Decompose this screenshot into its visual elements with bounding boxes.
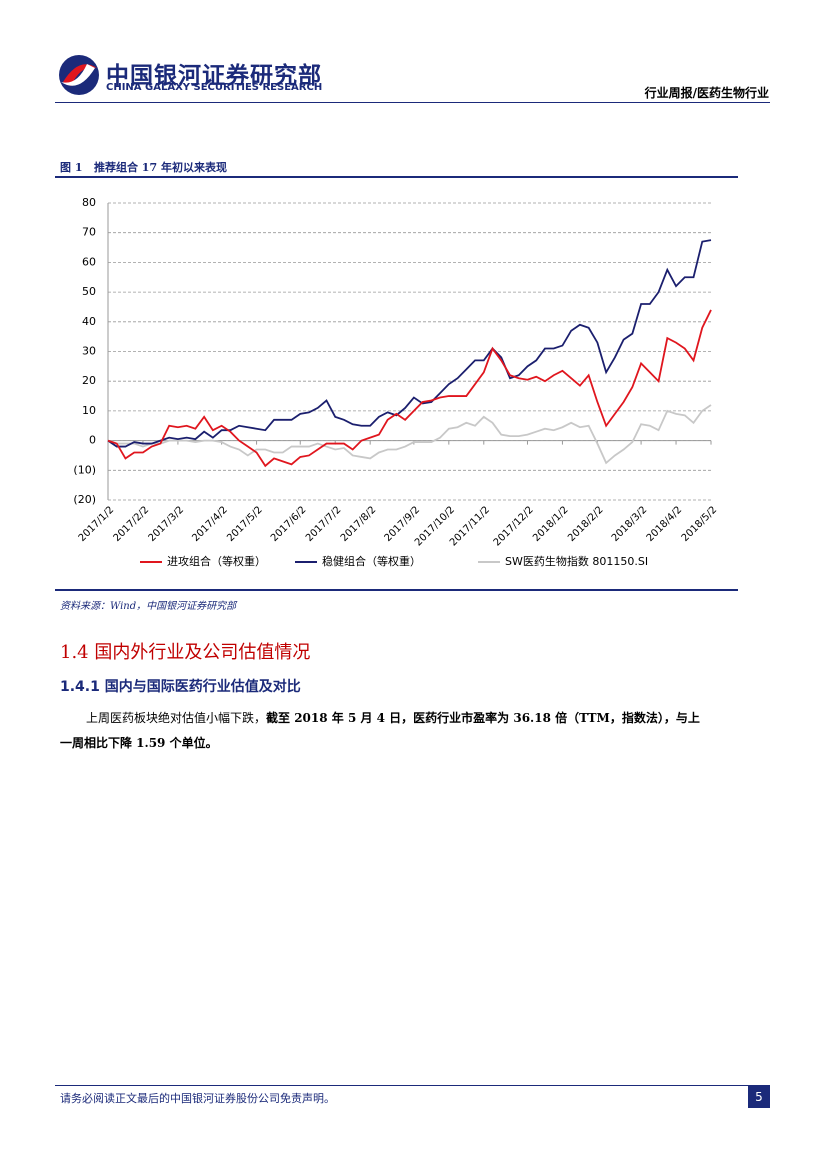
- text: 上周医药板块绝对估值小幅下跌，: [86, 711, 267, 725]
- x-tick-label: 2018/2/2: [566, 504, 606, 544]
- caption-rule: [55, 176, 738, 178]
- section-heading: 1.4 国内外行业及公司估值情况: [60, 642, 311, 663]
- y-tick-label: 70: [82, 226, 96, 239]
- y-tick-label: 30: [82, 345, 96, 358]
- legend-label: 稳健组合（等权重）: [322, 554, 421, 568]
- x-tick-label: 2017/3/2: [147, 504, 187, 544]
- x-tick-label: 2017/1/2: [77, 504, 117, 544]
- x-tick-label: 2018/3/2: [610, 504, 650, 544]
- x-tick-label: 2017/7/2: [304, 504, 344, 544]
- logo: [59, 55, 99, 95]
- company-name: 中国银河证券研究部: [106, 63, 322, 89]
- x-tick-label: 2018/4/2: [645, 504, 685, 544]
- header-rule: [55, 102, 770, 103]
- x-tick-label: 2017/6/2: [269, 504, 309, 544]
- y-tick-label: 50: [82, 285, 96, 298]
- report-tag: 行业周报/医药生物行业: [644, 86, 769, 100]
- x-tick-label: 2017/5/2: [225, 504, 265, 544]
- y-tick-label: 60: [82, 255, 96, 268]
- disclaimer: 请务必阅读正文最后的中国银河证券股份公司免责声明。: [60, 1092, 335, 1105]
- y-tick-label: 10: [82, 404, 96, 417]
- legend-label: SW医药生物指数 801150.SI: [505, 554, 648, 568]
- x-tick-label: 2017/2/2: [112, 504, 152, 544]
- x-tick-label: 2017/12/2: [492, 504, 536, 548]
- series-line: [107, 404, 712, 465]
- y-tick-label: (10): [73, 463, 96, 476]
- figure-caption: 图 1 推荐组合 17 年初以来表现: [60, 161, 227, 174]
- page-number: 5: [748, 1086, 770, 1108]
- chart-rule: [55, 589, 738, 591]
- y-tick-label: 0: [89, 434, 96, 447]
- paragraph: 上周医药板块绝对估值小幅下跌，截至 2018 年 5 月 4 日，医药行业市盈率…: [60, 706, 710, 756]
- figure-source: 资料来源：Wind，中国银河证券研究部: [60, 601, 237, 612]
- x-tick-label: 2018/1/2: [531, 504, 571, 544]
- x-tick-label: 2018/5/2: [680, 504, 720, 544]
- chart: (20) (10) 0 10 20 30 40 50 60 70 80 2017/1/22017/2/…: [73, 196, 720, 568]
- y-tick-label: 40: [82, 315, 96, 328]
- bold-text: 截至 2018 年 5 月 4 日，医药行业市盈率为 36.18 倍（TTM，指…: [60, 711, 700, 750]
- company-name-en: CHINA GALAXY SECURITIES RESEARCH: [106, 82, 323, 93]
- subsection-heading: 1.4.1 国内与国际医药行业估值及对比: [60, 679, 301, 695]
- legend-label: 进攻组合（等权重）: [167, 554, 266, 568]
- y-tick-label: 20: [82, 374, 96, 387]
- y-tick-label: 80: [82, 196, 96, 209]
- series-line: [107, 239, 712, 448]
- x-tick-label: 2017/4/2: [190, 504, 230, 544]
- footer-rule: [55, 1085, 770, 1086]
- series-line: [107, 309, 712, 468]
- y-tick-label: (20): [73, 493, 96, 506]
- x-tick-label: 2017/8/2: [339, 504, 379, 544]
